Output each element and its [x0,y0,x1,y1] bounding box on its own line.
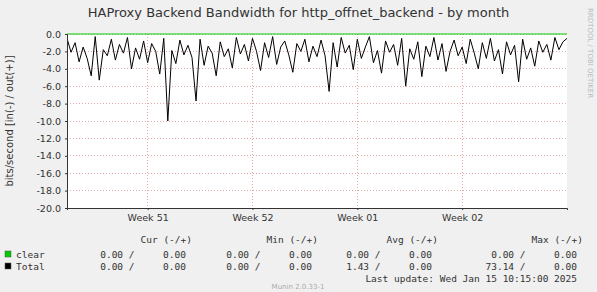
y-axis-line [65,35,68,209]
y-tick-mark [65,121,67,122]
y-grid-line [67,51,567,52]
y-tick-mark [65,156,67,157]
title: HAProxy Backend Bandwidth for http_offne… [88,5,510,20]
legend-label: clear [16,249,45,260]
x-tick-label: Week 02 [442,212,483,223]
y-grid-line [67,173,567,174]
footer: Last update: Wed Jan 15 10:15:00 2025 [365,273,577,284]
x-tick-label: Week 01 [337,212,378,223]
legend-stat: 0.00 / 0.00 [100,261,186,272]
legend-stat: 0.00 / 0.00 [100,249,186,260]
y-grid-line [67,190,567,191]
x-tick: Week 52 [232,208,273,223]
x-tick-mark [252,208,253,210]
legend-stat: 0.00 / 0.00 [491,249,577,260]
legend-stat: 73.14 / 0.00 [485,261,577,272]
plot-area [67,34,567,121]
y-tick-label: -4.0 [42,63,61,74]
x-tick-label: Week 51 [128,212,169,223]
legend-header: Cur (-/+) [141,234,192,245]
y-tick-label: -12.0 [36,133,61,144]
x-axis-line [68,209,568,211]
x-tick-mark [148,208,149,210]
y-tick: -14.0 [36,150,67,161]
x-tick-mark [462,208,463,210]
side-text: RRDTOOL / TOBI OETIKER [586,8,594,98]
x-tick-mark [357,208,358,210]
y-tick-label: -18.0 [36,185,61,196]
x-grid-line [462,34,463,208]
legend-stat: 1.43 / 0.00 [346,261,432,272]
y-grid-line [67,34,567,35]
legend-stat: 0.00 / 0.00 [226,249,312,260]
y-tick: -16.0 [36,168,67,179]
y-axis: -20.0 -18.0 -16.0 -14.0 -12.0 -10.0 -8.0 -6.0 -4… [36,29,67,214]
y-tick-mark [65,34,67,35]
y-grid-line [67,155,567,156]
y-tick-mark [65,173,67,174]
y-tick: 0.0 [46,29,67,40]
y-tick-label: -16.0 [36,168,61,179]
x-tick-label: Week 52 [232,212,273,223]
y-tick: -18.0 [36,185,67,196]
y-tick: -6.0 [42,81,67,92]
version: Munin 2.0.33-1 [272,283,325,291]
x-tick: Week 02 [442,208,483,223]
y-grid-line [67,103,567,104]
y-tick-mark [65,208,67,209]
y-tick: -20.0 [36,203,67,214]
chart-svg: HAProxy Backend Bandwidth for http_offne… [0,0,597,292]
y-tick-label: -10.0 [36,116,61,127]
legend-stat: 0.00 / 0.00 [226,261,312,272]
y-tick-label: -8.0 [42,98,61,109]
y-tick-mark [65,86,67,87]
y-grid-line [67,121,567,122]
y-grid-line [67,86,567,87]
legend-swatch [5,263,11,269]
y-tick: -4.0 [42,63,67,74]
legend: Cur (-/+) Min (-/+) Avg (-/+) Max (-/+) clea… [5,234,583,272]
y-tick: -12.0 [36,133,67,144]
legend-header: Avg (-/+) [387,234,438,245]
y-tick-mark [65,51,67,52]
y-tick: -10.0 [36,116,67,127]
background [0,0,597,292]
series-line [67,37,567,121]
y-tick-label: -6.0 [42,81,61,92]
x-grid-line [252,34,253,208]
x-axis: Week 51 Week 52 Week 01 Week 02 [68,208,568,223]
x-grid-line [357,34,358,208]
y-axis-title: bits/second [in(-) / out(+)] [4,55,15,186]
y-tick-mark [65,138,67,139]
legend-stat: 0.00 / 0.00 [346,249,432,260]
x-tick: Week 51 [128,208,169,223]
y-tick: -8.0 [42,98,67,109]
legend-label: Total [16,261,45,272]
y-tick: -2.0 [42,46,67,57]
legend-header: Max (-/+) [532,234,583,245]
x-tick: Week 01 [337,208,378,223]
y-grid-line [67,138,567,139]
y-tick-label: -2.0 [42,46,61,57]
y-tick-label: -14.0 [36,150,61,161]
series-line [67,34,567,35]
y-tick-label: -20.0 [36,203,61,214]
y-tick-label: 0.0 [46,29,61,40]
grid [67,34,567,208]
y-tick-mark [65,69,67,70]
y-tick-mark [65,104,67,105]
plot-background [67,34,567,208]
chart-container: HAProxy Backend Bandwidth for http_offne… [0,0,597,292]
legend-swatch [5,251,11,257]
y-tick-mark [65,191,67,192]
legend-header: Min (-/+) [267,234,318,245]
y-grid-line [67,68,567,69]
